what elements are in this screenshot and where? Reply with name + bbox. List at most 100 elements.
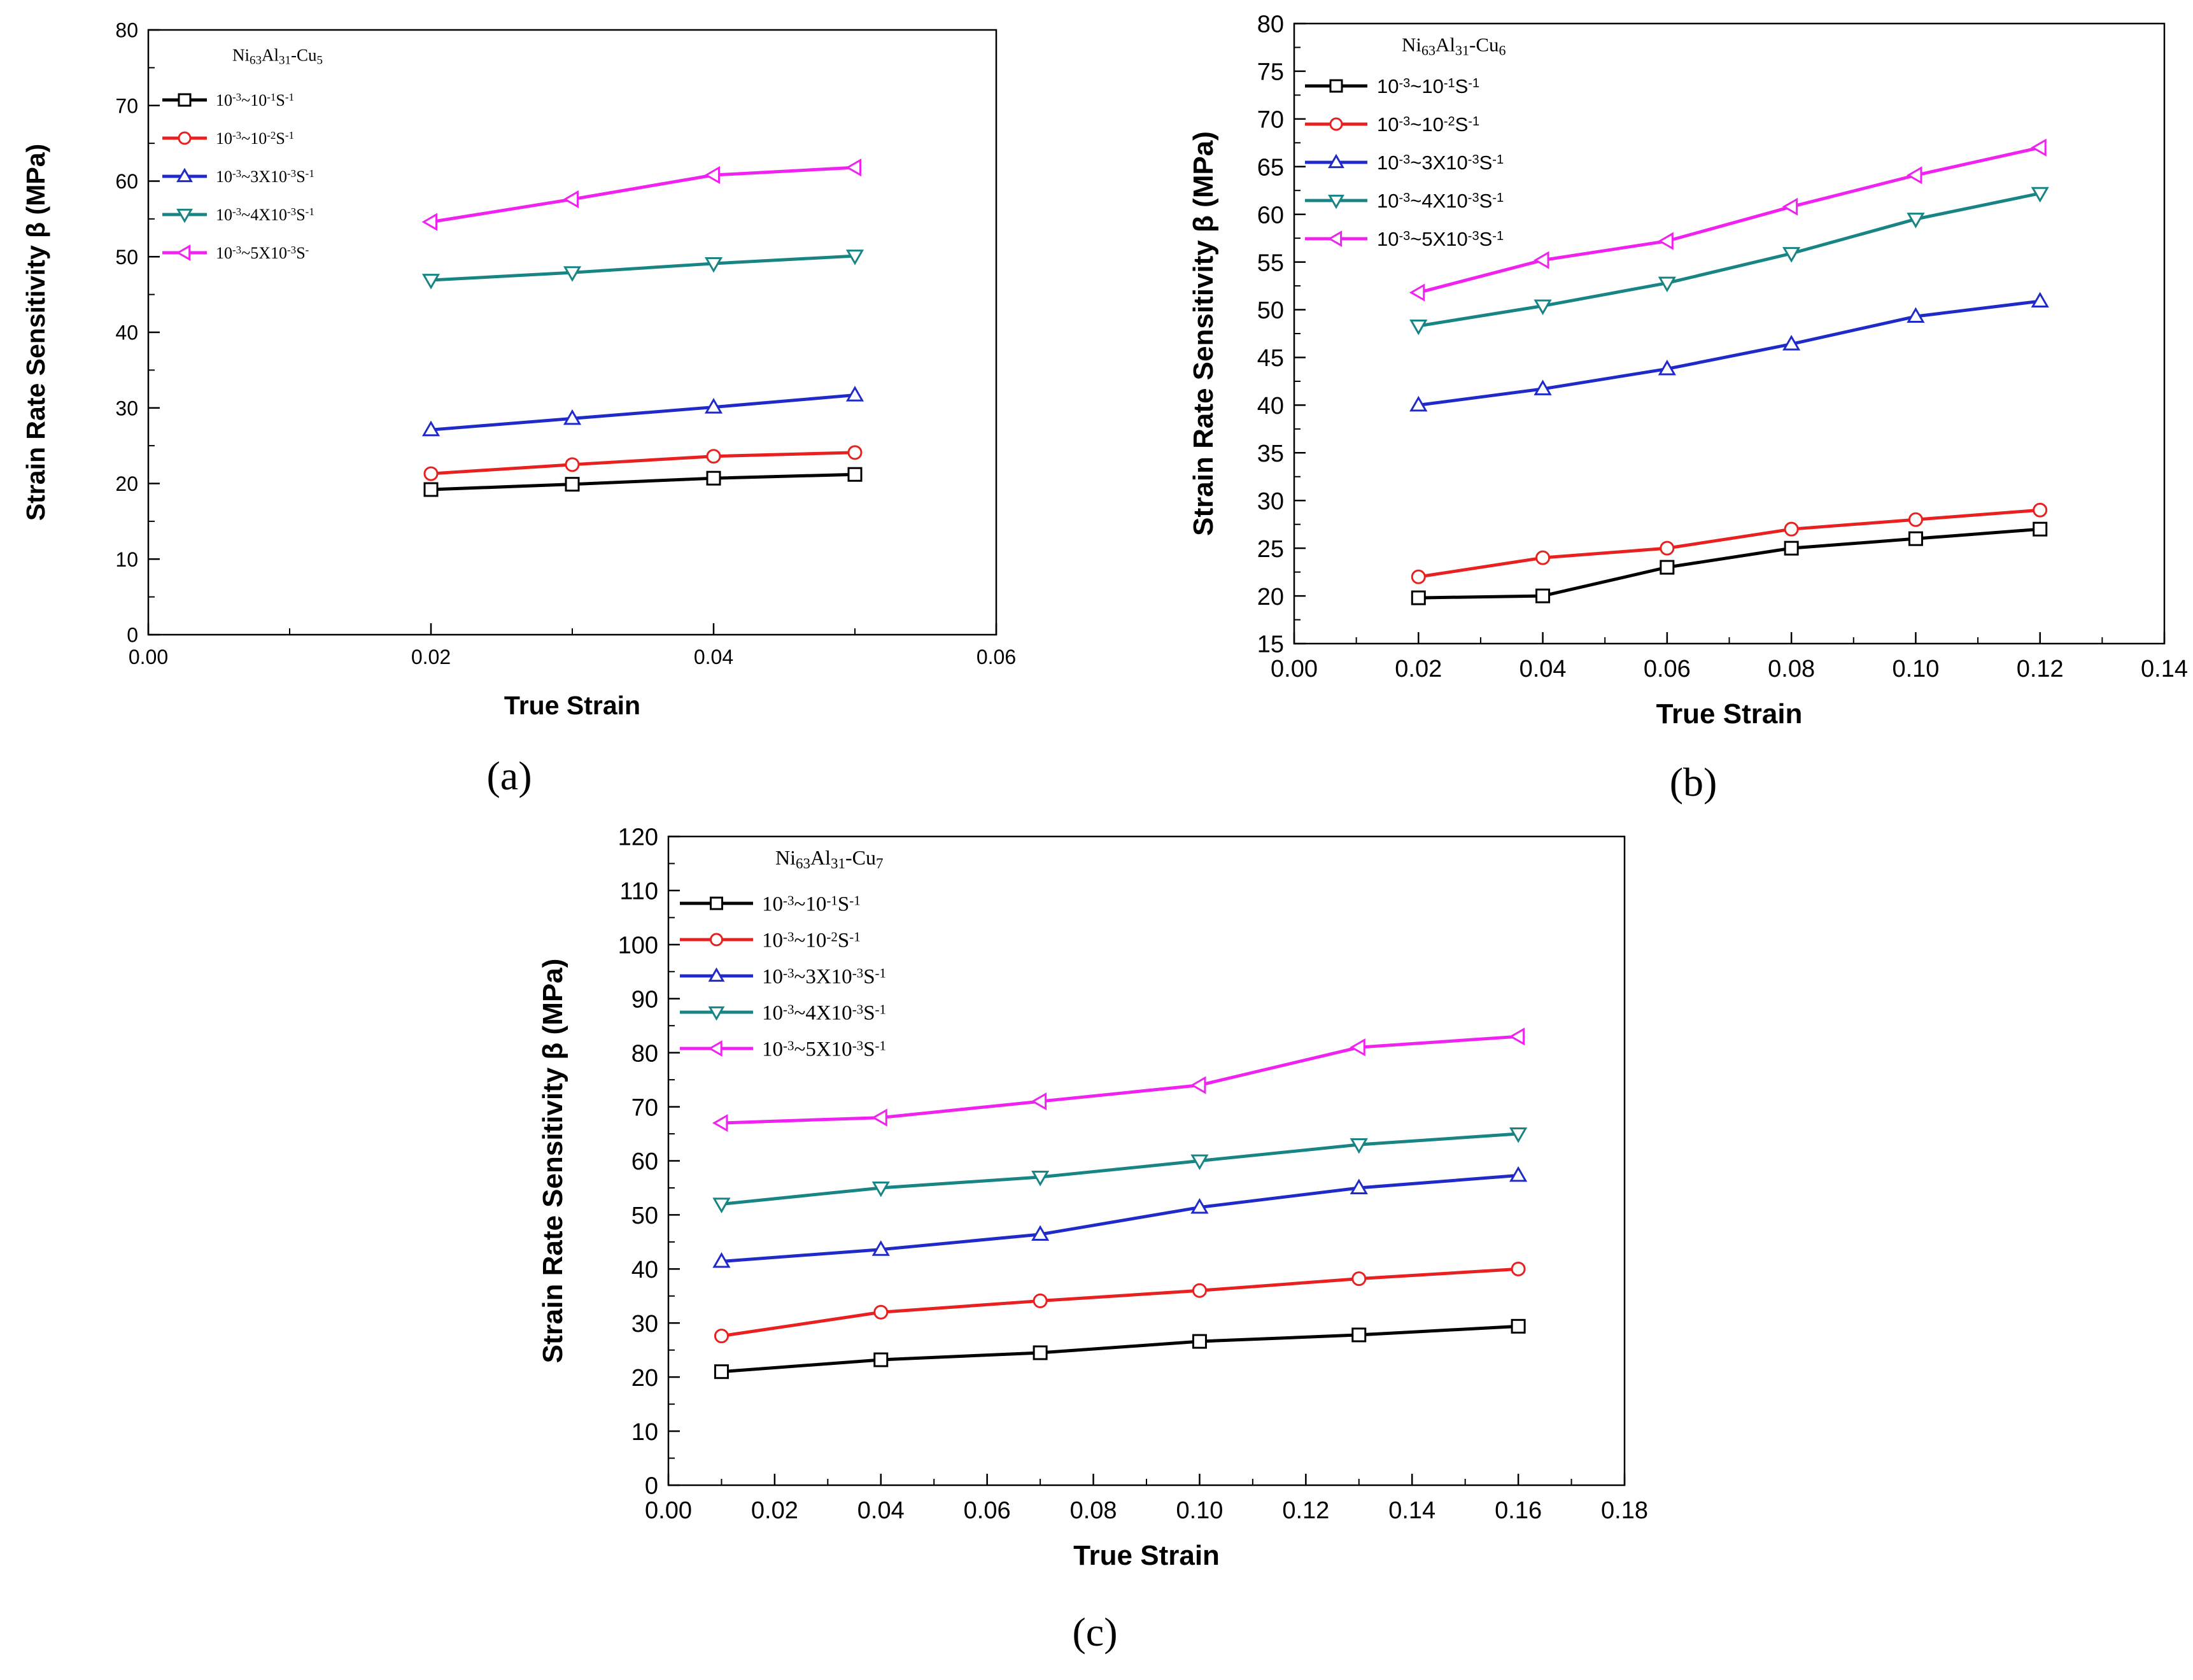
y-tick-label: 70	[115, 94, 138, 117]
y-tick-label: 0	[127, 624, 138, 647]
data-point	[1534, 251, 1549, 269]
legend-entry-text: S	[863, 1002, 875, 1025]
x-tick-label: 0.04	[694, 646, 733, 668]
data-point	[1033, 1345, 1048, 1360]
legend-entry-text: 10	[762, 1002, 783, 1025]
y-tick-label: 50	[115, 246, 138, 269]
legend-entry-superscript: -1	[306, 206, 314, 218]
x-tick-label: 0.14	[2141, 656, 2188, 682]
data-point	[421, 274, 441, 290]
data-point	[712, 1113, 728, 1133]
x-tick-label: 0.00	[645, 1497, 692, 1524]
y-tick-label: 90	[631, 986, 658, 1013]
data-point	[1535, 588, 1551, 604]
x-tick-label: 0.10	[1176, 1497, 1223, 1524]
legend-entry-superscript: -3	[1399, 115, 1410, 129]
legend-entry-superscript: -1	[285, 91, 294, 103]
legend-entry-text: 10	[216, 129, 232, 148]
x-tick-label: 0.00	[1271, 656, 1318, 682]
x-tick-label: 0.16	[1495, 1497, 1542, 1524]
data-point	[1351, 1327, 1367, 1343]
legend-entry: 10-3~4X10-3S-1	[762, 1001, 886, 1024]
legend-entry-superscript: -2	[826, 929, 838, 944]
data-point	[845, 250, 864, 265]
x-tick-label: 0.02	[1395, 656, 1442, 682]
legend-marker	[710, 933, 723, 947]
legend-entry-text: ~4X10	[794, 1002, 852, 1025]
series-line	[721, 1267, 1519, 1338]
data-point	[2031, 138, 2047, 157]
data-point	[1351, 1271, 1367, 1287]
y-tick-label: 40	[115, 321, 138, 344]
y-tick-label: 55	[1257, 250, 1284, 276]
series-line	[1418, 527, 2040, 600]
legend-entry-superscript: -3	[287, 167, 296, 180]
legend-entry-superscript: -3	[232, 167, 241, 180]
x-tick-label: 0.12	[2017, 656, 2064, 682]
data-point	[421, 213, 437, 231]
legend-entry-superscript: -3	[1468, 191, 1479, 205]
legend-title-subscript: 63	[796, 856, 810, 872]
legend-entry-text: S	[838, 929, 849, 952]
legend-entry-superscript: -3	[1399, 229, 1410, 243]
series-line	[430, 393, 856, 432]
data-point	[706, 470, 721, 486]
legend: Ni63Al31-Cu510-3~10-1S-110-3~10-2S-110-3…	[162, 46, 323, 262]
y-axis-label: Strain Rate Sensitivity β (MPa)	[21, 144, 50, 521]
legend-entry-text: 10	[1377, 113, 1399, 136]
legend-entry: 10-3~4X10-3S-1	[1377, 190, 1504, 212]
legend-entry-text: ~10	[241, 91, 267, 109]
data-point	[1784, 521, 1799, 537]
data-point	[847, 467, 863, 482]
data-point	[1031, 1092, 1047, 1111]
data-point	[847, 445, 863, 460]
x-tick-label: 0.14	[1388, 1497, 1435, 1524]
legend-entry-text: S	[863, 966, 875, 989]
data-point	[712, 1197, 731, 1213]
panel-label: (a)	[486, 753, 532, 798]
y-tick-label: 15	[1257, 632, 1284, 658]
chart-b: 0.00 0.02 0.04 0.06 0.08 0.10 0.12 0.14 15 20 25 30…	[1188, 11, 2188, 805]
data-point	[706, 449, 721, 464]
legend-entry: 10-3~10-2S-1	[216, 129, 294, 148]
legend-entry-superscript: -3	[783, 929, 794, 944]
y-tick-label: 80	[631, 1040, 658, 1067]
data-point	[1907, 213, 1925, 229]
legend-entry-text: S	[276, 91, 285, 109]
legend-entry: 10-3~4X10-3S-1	[216, 206, 314, 224]
legend-entry-text: 10	[1377, 75, 1399, 97]
data-point	[873, 1304, 889, 1320]
data-point	[2033, 521, 2048, 537]
legend-entry-superscript: -2	[267, 129, 276, 141]
legend-title: Ni63Al31-Cu7	[775, 846, 884, 872]
legend-entry-text: 10	[762, 893, 783, 916]
data-point	[1509, 1166, 1528, 1182]
legend-entry-superscript: -1	[306, 167, 314, 180]
x-tick-label: 0.04	[1520, 656, 1567, 682]
data-point	[873, 1352, 889, 1367]
legend-entry-superscript: -3	[783, 1001, 794, 1017]
data-point	[1190, 1076, 1206, 1094]
legend-entry-superscript: -3	[1399, 191, 1410, 205]
series-line	[1418, 299, 2041, 407]
legend-marker	[176, 208, 193, 223]
y-tick-label: 45	[1257, 345, 1284, 372]
data-point	[871, 1181, 890, 1197]
x-tick-label: 0.02	[411, 646, 451, 668]
series-line	[430, 451, 856, 476]
y-tick-label: 60	[1257, 202, 1284, 229]
legend: Ni63Al31-Cu610-3~10-1S-110-3~10-2S-110-3…	[1305, 34, 1506, 250]
legend-entry-text: 10	[216, 167, 232, 186]
y-tick-label: 100	[618, 933, 658, 959]
legend-entry-superscript: -3	[783, 965, 794, 980]
legend-entry: 10-3~10-1S-1	[1377, 75, 1479, 97]
legend-entry-superscript: -3	[1399, 76, 1410, 90]
legend-entry: 10-3~3X10-3S-1	[1377, 152, 1504, 174]
legend-title: Ni63Al31-Cu6	[1402, 34, 1506, 59]
data-point	[1409, 283, 1425, 302]
legend-entry-text: ~5X10	[1410, 228, 1468, 250]
data-point	[1511, 1261, 1526, 1276]
legend-entry-text: ~3X10	[241, 167, 287, 186]
series-line	[1418, 146, 2041, 294]
